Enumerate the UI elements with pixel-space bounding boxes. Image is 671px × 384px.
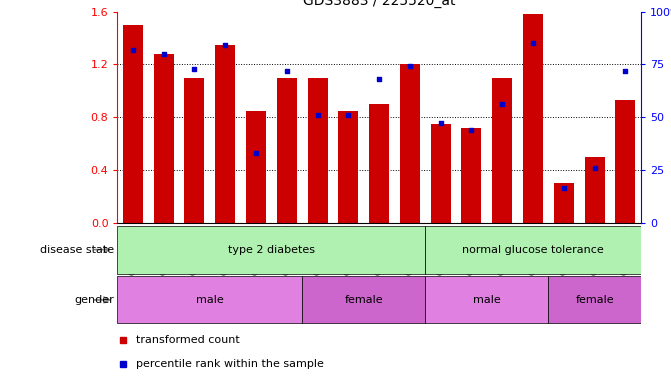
Point: [343, 112, 354, 118]
Bar: [462, 127, 482, 223]
Point: [497, 101, 508, 108]
Point: [250, 150, 261, 156]
Bar: [215, 45, 236, 223]
Text: type 2 diabetes: type 2 diabetes: [228, 245, 315, 255]
Bar: [117, 276, 302, 323]
Bar: [584, 157, 605, 223]
Bar: [117, 226, 425, 273]
Bar: [493, 78, 512, 223]
Bar: [400, 64, 420, 223]
Point: [558, 185, 569, 191]
Text: male: male: [196, 295, 223, 305]
Text: male: male: [473, 295, 501, 305]
Text: female: female: [344, 295, 383, 305]
Bar: [425, 276, 548, 323]
Point: [312, 112, 323, 118]
Bar: [425, 226, 641, 273]
Point: [620, 68, 631, 74]
Point: [281, 68, 292, 74]
Point: [435, 121, 446, 127]
Bar: [246, 111, 266, 223]
Point: [527, 40, 538, 46]
Point: [189, 65, 200, 71]
Bar: [548, 276, 641, 323]
Bar: [123, 25, 143, 223]
Bar: [369, 104, 389, 223]
Text: transformed count: transformed count: [136, 335, 240, 345]
Text: female: female: [575, 295, 614, 305]
Bar: [302, 276, 425, 323]
Bar: [154, 54, 174, 223]
Bar: [276, 78, 297, 223]
Text: disease state: disease state: [40, 245, 114, 255]
Bar: [615, 100, 635, 223]
Text: gender: gender: [74, 295, 114, 305]
Bar: [307, 78, 327, 223]
Text: percentile rank within the sample: percentile rank within the sample: [136, 359, 323, 369]
Point: [158, 51, 169, 57]
Text: GDS3883 / 225520_at: GDS3883 / 225520_at: [303, 0, 456, 8]
Point: [374, 76, 384, 82]
Point: [466, 127, 477, 133]
Bar: [523, 14, 543, 223]
Bar: [185, 78, 205, 223]
Bar: [554, 183, 574, 223]
Point: [405, 63, 415, 70]
Point: [127, 46, 138, 53]
Text: normal glucose tolerance: normal glucose tolerance: [462, 245, 604, 255]
Bar: [338, 111, 358, 223]
Bar: [431, 124, 451, 223]
Point: [220, 42, 231, 48]
Point: [589, 165, 600, 171]
